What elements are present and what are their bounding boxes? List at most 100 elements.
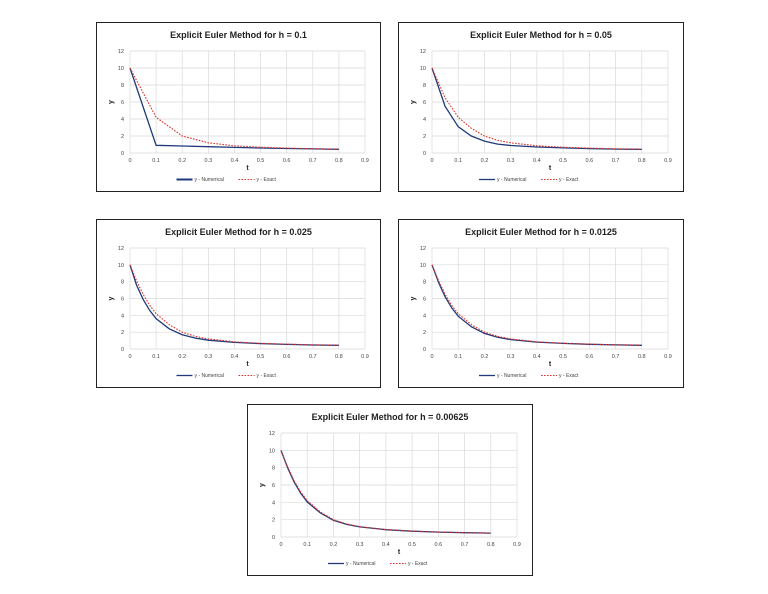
y-tick-label: 4 (423, 313, 426, 319)
x-tick-label: 0 (430, 354, 433, 360)
x-tick-label: 0.3 (507, 158, 515, 164)
y-tick-label: 8 (272, 466, 275, 472)
x-tick-label: 0.5 (257, 158, 265, 164)
series-line-exact (431, 264, 642, 346)
y-axis-label: y (410, 296, 417, 300)
y-tick-label: 12 (420, 49, 426, 55)
x-tick-label: 0.6 (435, 542, 443, 548)
chart-title: Explicit Euler Method for h = 0.05 (470, 30, 612, 40)
x-axis-label: t (398, 549, 401, 556)
y-tick-label: 8 (423, 83, 426, 89)
legend-label: y - Numerical (195, 373, 224, 379)
y-tick-label: 2 (121, 330, 124, 336)
chart-panel-h-0-00625: Explicit Euler Method for h = 0.00625 0 0.… (247, 404, 533, 576)
x-tick-label: 0.3 (356, 542, 364, 548)
y-axis-label: y (108, 100, 115, 104)
x-tick-label: 0.9 (361, 158, 369, 164)
y-tick-label: 6 (272, 483, 275, 489)
y-tick-label: 10 (118, 66, 124, 72)
x-tick-label: 0.9 (513, 542, 521, 548)
x-tick-label: 0.2 (178, 354, 186, 360)
x-tick-label: 0.4 (231, 354, 239, 360)
x-tick-label: 0.2 (178, 158, 186, 164)
x-tick-label: 0.5 (408, 542, 416, 548)
legend-label: y - Exact (408, 561, 428, 567)
x-tick-label: 0.7 (612, 354, 620, 360)
x-tick-label: 0.1 (454, 354, 462, 360)
y-tick-label: 4 (121, 117, 124, 123)
y-tick-label: 2 (423, 330, 426, 336)
x-tick-label: 0.5 (257, 354, 265, 360)
chart-svg: Explicit Euler Method for h = 0.025 0 0.1 0… (108, 227, 369, 379)
x-tick-label: 0.8 (487, 542, 495, 548)
x-tick-label: 0.3 (507, 354, 515, 360)
y-tick-label: 6 (423, 100, 426, 106)
legend-label: y - Exact (559, 373, 579, 379)
x-axis-label: t (549, 361, 552, 368)
x-tick-label: 0.6 (586, 158, 594, 164)
chart-title: Explicit Euler Method for h = 0.00625 (312, 412, 469, 422)
x-axis-label: t (246, 165, 249, 172)
series-line-exact (431, 67, 642, 150)
series-line-exact (129, 67, 339, 150)
y-tick-label: 12 (420, 246, 426, 252)
y-tick-label: 4 (272, 500, 275, 506)
x-tick-label: 0.4 (382, 542, 390, 548)
x-tick-label: 0.1 (152, 354, 160, 360)
x-tick-label: 0.5 (559, 354, 567, 360)
x-tick-label: 0.9 (664, 158, 672, 164)
x-tick-label: 0.1 (152, 158, 160, 164)
x-tick-label: 0.3 (205, 158, 213, 164)
x-tick-label: 0.2 (330, 542, 338, 548)
x-tick-label: 0 (430, 158, 433, 164)
chart-panel-h-0-025: Explicit Euler Method for h = 0.025 0 0.1 0… (96, 219, 381, 388)
chart-svg: Explicit Euler Method for h = 0.1 0 0.1 0.2… (108, 30, 369, 183)
chart-panel-h-0-05: Explicit Euler Method for h = 0.05 0 0.1 0.… (398, 22, 684, 192)
series-line-exact (129, 264, 339, 346)
y-tick-label: 0 (423, 151, 426, 157)
y-tick-label: 10 (269, 448, 275, 454)
y-axis-label: y (108, 296, 115, 300)
chart-svg: Explicit Euler Method for h = 0.05 0 0.1 0.… (410, 30, 672, 183)
y-tick-label: 10 (420, 263, 426, 269)
x-tick-label: 0.8 (335, 158, 343, 164)
chart-panel-h-0-1: Explicit Euler Method for h = 0.1 0 0.1 0.2… (96, 22, 381, 192)
y-tick-label: 0 (121, 151, 124, 157)
chart-svg: Explicit Euler Method for h = 0.00625 0 0.… (259, 412, 521, 567)
x-tick-label: 0 (128, 158, 131, 164)
x-tick-label: 0.8 (638, 158, 646, 164)
y-tick-label: 6 (121, 100, 124, 106)
x-tick-label: 0.4 (533, 158, 541, 164)
chart-svg: Explicit Euler Method for h = 0.0125 0 0.1… (410, 227, 672, 379)
chart-panel-h-0-0125: Explicit Euler Method for h = 0.0125 0 0.1… (398, 219, 684, 388)
y-tick-label: 10 (420, 66, 426, 72)
x-tick-label: 0.7 (461, 542, 469, 548)
x-tick-label: 0.1 (454, 158, 462, 164)
legend-label: y - Exact (257, 177, 277, 183)
y-tick-label: 10 (118, 263, 124, 269)
legend-label: y - Numerical (195, 177, 224, 183)
y-tick-label: 2 (121, 134, 124, 140)
x-tick-label: 0.9 (664, 354, 672, 360)
y-tick-label: 0 (272, 535, 275, 541)
legend-label: y - Numerical (346, 561, 375, 567)
y-tick-label: 12 (118, 49, 124, 55)
y-tick-label: 4 (423, 117, 426, 123)
chart-title: Explicit Euler Method for h = 0.025 (165, 227, 312, 237)
legend-label: y - Numerical (497, 177, 526, 183)
x-axis-label: t (549, 165, 552, 172)
y-tick-label: 6 (121, 297, 124, 303)
x-tick-label: 0.9 (361, 354, 369, 360)
x-tick-label: 0 (128, 354, 131, 360)
x-tick-label: 0.8 (335, 354, 343, 360)
x-tick-label: 0.7 (309, 354, 317, 360)
x-axis-label: t (246, 361, 249, 368)
y-tick-label: 8 (121, 83, 124, 89)
series-line-exact (280, 450, 491, 534)
x-tick-label: 0.5 (559, 158, 567, 164)
legend-label: y - Exact (257, 373, 277, 379)
x-tick-label: 0.8 (638, 354, 646, 360)
y-tick-label: 8 (121, 280, 124, 286)
x-tick-label: 0.2 (481, 354, 489, 360)
x-tick-label: 0.4 (231, 158, 239, 164)
